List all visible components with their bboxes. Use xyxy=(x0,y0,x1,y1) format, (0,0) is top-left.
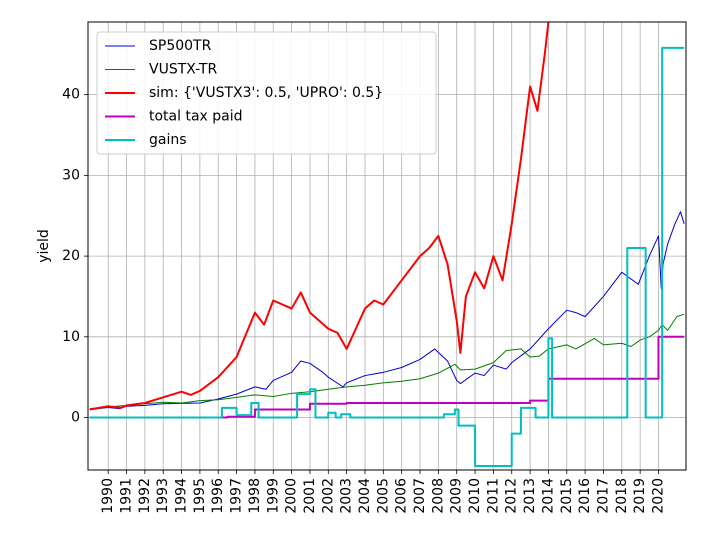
y-axis-ticks: 0 10 20 30 40 xyxy=(62,87,88,426)
x-tick-label: 2012 xyxy=(504,478,520,514)
x-tick-label: 2003 xyxy=(339,478,355,514)
legend-box xyxy=(96,31,437,155)
x-tick-label: 2008 xyxy=(430,478,446,514)
legend-label: SP500TR xyxy=(149,38,212,54)
y-tick-label: 30 xyxy=(62,167,80,183)
y-tick-label: 40 xyxy=(62,87,80,103)
x-tick-label: 2005 xyxy=(375,478,391,514)
legend: SP500TR VUSTX-TR sim: {'VUSTX3': 0.5, 'UPR… xyxy=(96,31,437,155)
x-tick-label: 1999 xyxy=(265,478,281,514)
x-tick-label: 1995 xyxy=(192,478,208,514)
x-tick-label: 2014 xyxy=(540,478,556,514)
x-tick-label: 2018 xyxy=(614,478,630,514)
x-tick-label: 1990 xyxy=(100,478,116,514)
legend-label: gains xyxy=(149,132,187,148)
legend-label: total tax paid xyxy=(149,109,243,125)
x-tick-label: 1991 xyxy=(119,478,135,514)
x-tick-label: 2001 xyxy=(302,478,318,514)
x-tick-label: 1992 xyxy=(137,478,153,514)
x-tick-label: 2016 xyxy=(577,478,593,514)
x-tick-label: 1996 xyxy=(210,478,226,514)
x-tick-label: 2015 xyxy=(559,478,575,514)
y-tick-label: 10 xyxy=(62,329,80,345)
x-tick-label: 2009 xyxy=(449,478,465,514)
x-tick-label: 1997 xyxy=(229,478,245,514)
x-tick-label: 1993 xyxy=(155,478,171,514)
x-tick-label: 2007 xyxy=(412,478,428,514)
series-line-0 xyxy=(89,211,685,410)
x-tick-label: 2013 xyxy=(522,478,538,514)
y-tick-label: 20 xyxy=(62,248,80,264)
x-tick-label: 2017 xyxy=(595,478,611,514)
x-axis-ticks: 1990 1991 1992 1993 1994 1995 1996 1997 1998 1999… xyxy=(100,470,666,514)
series-line-1 xyxy=(89,313,685,410)
x-tick-label: 2020 xyxy=(650,478,666,514)
x-tick-label: 2019 xyxy=(632,478,648,514)
legend-label: sim: {'VUSTX3': 0.5, 'UPRO': 0.5} xyxy=(149,85,383,101)
axes-frame xyxy=(87,21,687,471)
x-tick-label: 2004 xyxy=(357,478,373,514)
series-layer xyxy=(89,22,685,467)
x-tick-label: 2010 xyxy=(467,478,483,514)
x-tick-label: 2006 xyxy=(394,478,410,514)
x-tick-label: 2011 xyxy=(485,478,501,514)
y-tick-label: 0 xyxy=(71,410,80,426)
x-tick-label: 2000 xyxy=(284,478,300,514)
legend-label: VUSTX-TR xyxy=(149,62,217,78)
series-line-2 xyxy=(89,22,550,411)
x-tick-label: 1998 xyxy=(247,478,263,514)
x-tick-label: 2002 xyxy=(320,478,336,514)
series-line-4 xyxy=(89,46,685,467)
y-axis-label: yield xyxy=(36,229,52,263)
x-tick-label: 1994 xyxy=(174,478,190,514)
